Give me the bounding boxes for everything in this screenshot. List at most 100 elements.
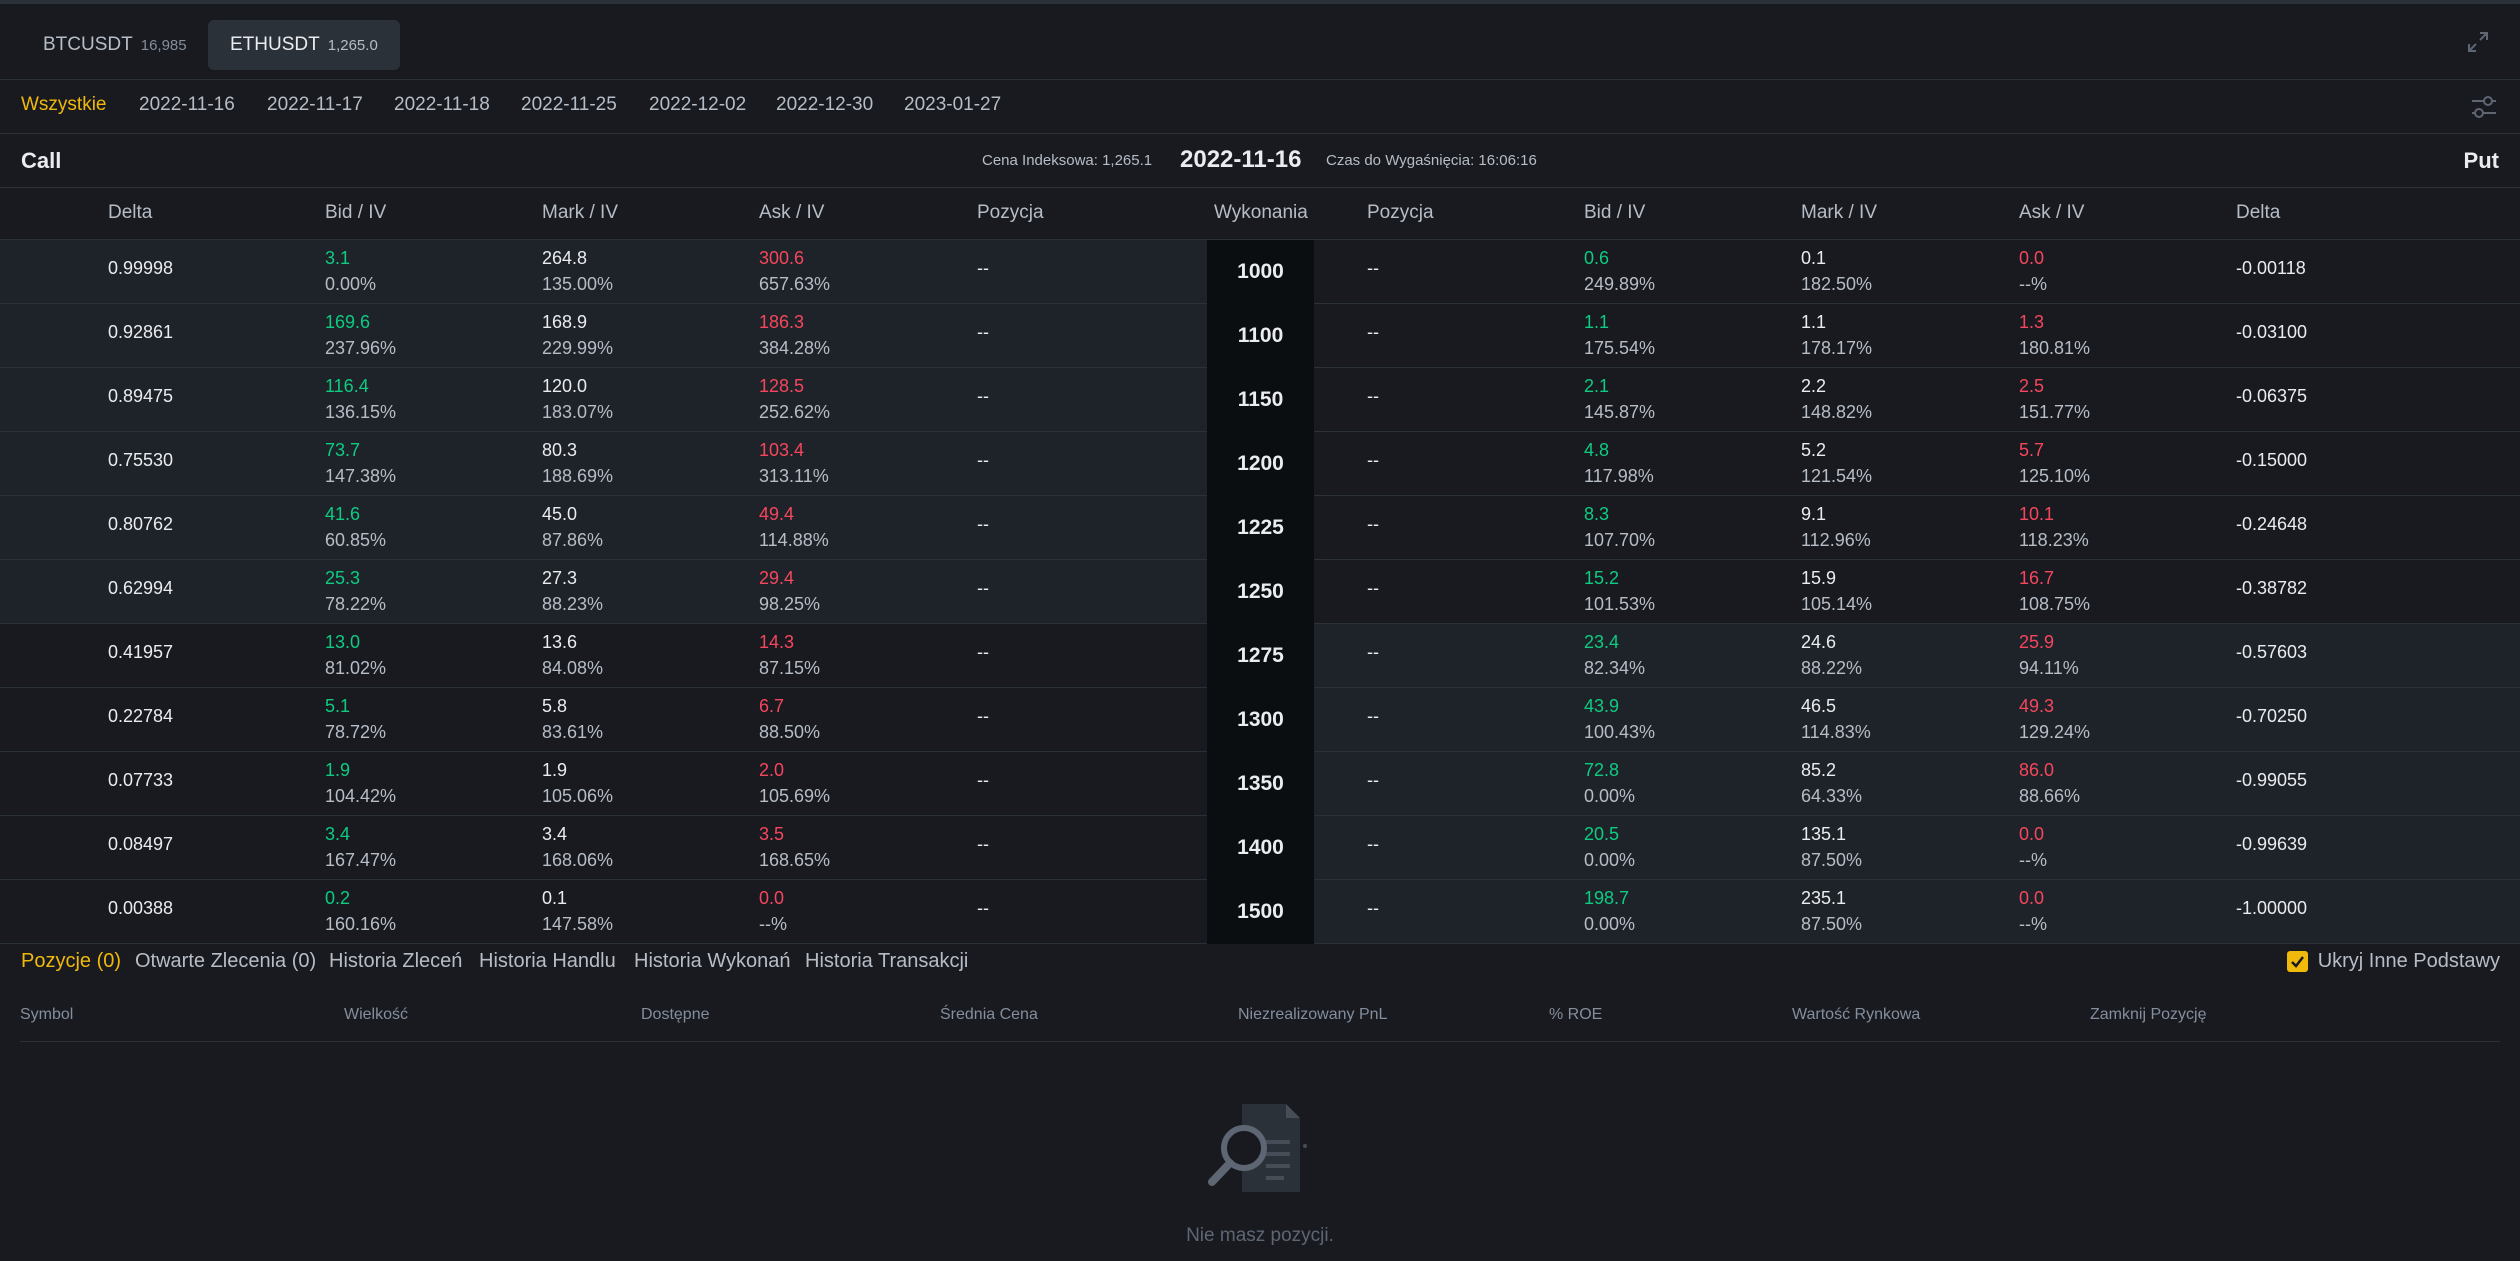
call-delta: 0.92861: [108, 322, 174, 342]
put-ask-cell[interactable]: 5.7 125.10%: [2019, 437, 2090, 489]
expand-icon[interactable]: [2466, 30, 2490, 54]
call-mark-cell[interactable]: 120.0 183.07%: [542, 373, 613, 425]
call-bid-cell[interactable]: 3.1 0.00%: [325, 245, 376, 297]
put-ask-cell[interactable]: 86.0 88.66%: [2019, 757, 2080, 809]
call-ask-cell[interactable]: 6.7 88.50%: [759, 693, 820, 745]
put-ask-cell[interactable]: 2.5 151.77%: [2019, 373, 2090, 425]
date-tab[interactable]: 2023-01-27: [904, 94, 1002, 115]
call-bid-cell[interactable]: 25.3 78.22%: [325, 565, 386, 617]
date-tab[interactable]: 2022-11-16: [139, 94, 235, 115]
call-mark-cell[interactable]: 45.0 87.86%: [542, 501, 603, 553]
put-ask-cell[interactable]: 16.7 108.75%: [2019, 565, 2090, 617]
call-ask-cell[interactable]: 14.3 87.15%: [759, 629, 820, 681]
put-ask-cell[interactable]: 0.0 --%: [2019, 885, 2047, 937]
call-bid-cell[interactable]: 73.7 147.38%: [325, 437, 396, 489]
put-mark-cell[interactable]: 5.2 121.54%: [1801, 437, 1872, 489]
call-ask-cell[interactable]: 300.6 657.63%: [759, 245, 830, 297]
call-bid-cell[interactable]: 3.4 167.47%: [325, 821, 396, 873]
strike-price[interactable]: 1500: [1207, 880, 1314, 944]
put-ask-cell[interactable]: 1.3 180.81%: [2019, 309, 2090, 361]
strike-price[interactable]: 1200: [1207, 432, 1314, 496]
put-mark-cell[interactable]: 235.1 87.50%: [1801, 885, 1862, 937]
put-bid-cell[interactable]: 2.1 145.87%: [1584, 373, 1655, 425]
call-mark-cell[interactable]: 5.8 83.61%: [542, 693, 603, 745]
call-bid-cell[interactable]: 41.6 60.85%: [325, 501, 386, 553]
date-tab[interactable]: 2022-12-02: [649, 94, 747, 115]
strike-price[interactable]: 1400: [1207, 816, 1314, 880]
strike-price[interactable]: 1225: [1207, 496, 1314, 560]
hide-other-checkbox[interactable]: [2286, 951, 2308, 972]
put-mark-cell[interactable]: 24.6 88.22%: [1801, 629, 1862, 681]
put-bid-cell[interactable]: 0.6 249.89%: [1584, 245, 1655, 297]
put-mark-cell[interactable]: 46.5 114.83%: [1801, 693, 1871, 745]
put-ask-cell[interactable]: 25.9 94.11%: [2019, 629, 2079, 681]
put-mark-cell[interactable]: 9.1 112.96%: [1801, 501, 1871, 553]
call-ask-cell[interactable]: 3.5 168.65%: [759, 821, 830, 873]
date-tab[interactable]: 2022-11-25: [521, 94, 617, 115]
strike-price[interactable]: 1275: [1207, 624, 1314, 688]
call-mark-cell[interactable]: 264.8 135.00%: [542, 245, 613, 297]
call-ask-cell[interactable]: 2.0 105.69%: [759, 757, 830, 809]
strike-price[interactable]: 1300: [1207, 688, 1314, 752]
tab-open-orders[interactable]: Otwarte Zlecenia (0): [135, 950, 317, 972]
call-mark-cell[interactable]: 0.1 147.58%: [542, 885, 613, 937]
put-bid-cell[interactable]: 1.1 175.54%: [1584, 309, 1655, 361]
call-mark-cell[interactable]: 80.3 188.69%: [542, 437, 613, 489]
sliders-icon[interactable]: [2470, 94, 2498, 120]
call-bid-cell[interactable]: 1.9 104.42%: [325, 757, 396, 809]
call-bid-cell[interactable]: 169.6 237.96%: [325, 309, 396, 361]
date-tab[interactable]: 2022-11-17: [267, 94, 363, 115]
call-ask-cell[interactable]: 0.0 --%: [759, 885, 787, 937]
call-mark-cell[interactable]: 27.3 88.23%: [542, 565, 603, 617]
tab-order-history[interactable]: Historia Zleceń: [329, 950, 463, 972]
put-mark-cell[interactable]: 135.1 87.50%: [1801, 821, 1862, 873]
date-tab-all[interactable]: Wszystkie: [21, 94, 107, 115]
hide-other-pairs-toggle[interactable]: Ukryj Inne Podstawy: [2286, 950, 2500, 973]
put-ask-cell[interactable]: 0.0 --%: [2019, 821, 2047, 873]
put-mark-cell[interactable]: 85.2 64.33%: [1801, 757, 1862, 809]
put-bid-cell[interactable]: 4.8 117.98%: [1584, 437, 1654, 489]
call-mark-cell[interactable]: 168.9 229.99%: [542, 309, 613, 361]
put-ask-cell[interactable]: 49.3 129.24%: [2019, 693, 2090, 745]
call-ask-cell[interactable]: 49.4 114.88%: [759, 501, 829, 553]
call-mark-cell[interactable]: 1.9 105.06%: [542, 757, 613, 809]
put-mark-cell[interactable]: 15.9 105.14%: [1801, 565, 1872, 617]
strike-price[interactable]: 1000: [1207, 240, 1314, 304]
strike-price[interactable]: 1150: [1207, 368, 1314, 432]
put-bid-cell[interactable]: 198.7 0.00%: [1584, 885, 1635, 937]
symbol-tab-ethusdt[interactable]: ETHUSDT 1,265.0: [208, 20, 400, 70]
put-bid-cell[interactable]: 43.9 100.43%: [1584, 693, 1655, 745]
call-position: --: [977, 258, 989, 278]
put-bid-cell[interactable]: 72.8 0.00%: [1584, 757, 1635, 809]
call-mark-cell[interactable]: 3.4 168.06%: [542, 821, 613, 873]
tab-transaction-history[interactable]: Historia Transakcji: [805, 950, 969, 972]
put-bid-cell[interactable]: 8.3 107.70%: [1584, 501, 1655, 553]
put-bid-cell[interactable]: 23.4 82.34%: [1584, 629, 1645, 681]
strike-price[interactable]: 1250: [1207, 560, 1314, 624]
strike-price[interactable]: 1100: [1207, 304, 1314, 368]
tab-trade-history[interactable]: Historia Handlu: [479, 950, 616, 972]
put-ask-cell[interactable]: 0.0 --%: [2019, 245, 2047, 297]
date-tab[interactable]: 2022-12-30: [776, 94, 874, 115]
put-bid-cell[interactable]: 20.5 0.00%: [1584, 821, 1635, 873]
put-mark-cell[interactable]: 0.1 182.50%: [1801, 245, 1872, 297]
call-bid-cell[interactable]: 13.0 81.02%: [325, 629, 386, 681]
call-bid-cell[interactable]: 5.1 78.72%: [325, 693, 386, 745]
symbol-tab-btcusdt[interactable]: BTCUSDT 16,985: [21, 20, 209, 70]
put-bid-cell[interactable]: 15.2 101.53%: [1584, 565, 1655, 617]
call-ask-cell[interactable]: 29.4 98.25%: [759, 565, 820, 617]
put-ask-cell[interactable]: 10.1 118.23%: [2019, 501, 2089, 553]
put-mark-cell[interactable]: 2.2 148.82%: [1801, 373, 1872, 425]
call-bid-cell[interactable]: 0.2 160.16%: [325, 885, 396, 937]
tab-exercise-history[interactable]: Historia Wykonań: [634, 950, 791, 972]
call-bid-cell[interactable]: 116.4 136.15%: [325, 373, 396, 425]
tab-positions[interactable]: Pozycje (0): [21, 950, 122, 972]
put-mark-cell[interactable]: 1.1 178.17%: [1801, 309, 1872, 361]
call-ask-cell[interactable]: 128.5 252.62%: [759, 373, 830, 425]
call-mark-cell[interactable]: 13.6 84.08%: [542, 629, 603, 681]
call-ask-cell[interactable]: 103.4 313.11%: [759, 437, 829, 489]
date-tab[interactable]: 2022-11-18: [394, 94, 490, 115]
strike-price[interactable]: 1350: [1207, 752, 1314, 816]
call-ask-cell[interactable]: 186.3 384.28%: [759, 309, 830, 361]
put-mark-cell-iv: 148.82%: [1801, 402, 1873, 422]
